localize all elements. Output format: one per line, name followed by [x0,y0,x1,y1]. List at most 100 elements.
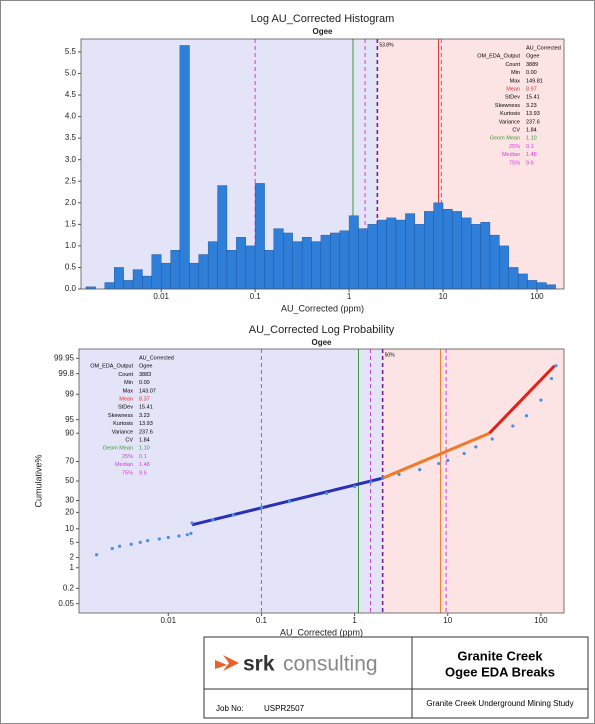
histogram-bar [292,241,303,290]
stats-value: 1.48 [139,462,150,468]
y-tick-label: 3.5 [65,133,77,142]
fit-line [191,476,383,527]
stats-value: 9.6 [139,470,147,476]
stats-value: 13.93 [139,421,153,427]
stats-label: Kurtosis [500,111,520,117]
histogram-bar [283,232,293,290]
sample-point [231,513,236,517]
stats-value: 1.10 [526,136,537,142]
stats-header: AU_Corrected [139,355,174,361]
histogram-bar [471,224,481,290]
logo-text: consulting [283,653,378,676]
histogram-bar [151,254,162,290]
x-tick-label: 1 [347,292,352,301]
histogram-bar [330,232,340,290]
stats-label: Count [505,62,520,68]
sample-point [177,534,181,538]
stats-value: 15.41 [139,405,153,411]
y-tick-label: 99.8 [58,369,74,378]
sample-point [110,546,114,551]
sample-point [287,500,292,504]
histogram-bar [414,224,425,290]
fit-line [488,364,556,435]
x-tick-label: 100 [534,616,548,625]
x-tick-label: 0.01 [153,292,169,301]
histogram-bar [424,211,434,290]
stats-label: Median [502,152,520,158]
histogram-bar [207,241,218,290]
x-axis-label: AU_Corrected (ppm) [281,303,364,313]
histogram-bar [254,183,265,290]
stats-label: Median [115,462,133,468]
stats-value: 1.10 [139,446,150,452]
histogram-bar [179,45,190,290]
x-axis-label: AU_Corrected (ppm) [280,627,363,637]
stats-value: 0.00 [139,380,150,386]
sample-point [166,535,170,540]
stats-label: StDev [118,405,133,411]
histogram-bar [114,267,124,290]
histogram-bar [452,211,462,290]
stats-value: 3883 [139,372,151,378]
stats-value: 0.00 [526,70,537,76]
histogram-bar [405,213,416,290]
y-tick-label: 95 [65,415,74,424]
sample-point [189,531,193,535]
y-tick-label: 0.05 [58,599,74,608]
stats-label: Skewness [495,103,520,109]
sample-point [474,445,478,449]
histogram-bar [236,237,246,290]
histogram-bar [508,267,519,290]
sample-point [211,518,215,522]
stats-label: Kurtosis [113,421,133,427]
histogram-bar [461,217,472,290]
sample-point [437,461,441,466]
chart-subtitle: Ogee [311,338,332,347]
stats-value: 9.6 [526,160,534,166]
logo-chevron [223,655,239,671]
y-tick-label: 99 [65,389,74,398]
fit-line [382,431,490,480]
histogram-bar [311,241,322,290]
drawing-title: Ogee EDA Breaks [445,664,555,679]
logo-chevron [215,660,227,669]
stats-value: 143.07 [139,388,156,394]
stats-label: Geom Mean [490,136,520,142]
histogram-bar [217,185,228,290]
histogram-bar [320,234,331,290]
stats-label: Count [118,372,133,378]
stats-label: OM_EDA_Output [90,364,133,370]
sample-point [369,480,373,484]
y-tick-label: 2.5 [65,176,77,185]
histogram-bar [132,269,143,290]
job-number: USPR2507 [264,704,305,713]
histogram-bar [226,250,237,290]
reference-label: 50% [385,352,396,358]
x-tick-label: 10 [439,292,448,301]
stats-label: 75% [122,470,133,476]
chart-title: AU_Corrected Log Probability [249,324,395,336]
stats-value: Ogee [526,54,539,60]
job-label: Job No: [216,704,244,713]
x-tick-label: 100 [530,292,544,301]
sample-point [462,451,466,456]
plot-frame [80,38,565,290]
sample-point [95,553,99,557]
sample-point [138,540,142,544]
stats-label: CV [512,127,520,133]
x-tick-label: 1 [352,616,357,625]
histogram-chart: Log AU_Corrected Histogram Ogee AU_Correct… [65,13,565,313]
y-tick-label: 2.0 [65,198,77,207]
chart-subtitle: Ogee [312,27,333,36]
histogram-bar [536,282,547,290]
title-block: srk consulting Granite Creek Ogee EDA Br… [203,636,589,719]
stats-value: 149.81 [526,78,543,84]
histogram-bar [170,250,181,290]
histogram-bar [480,221,491,290]
histogram-bar [386,217,397,290]
y-tick-label: 20 [65,507,74,516]
y-tick-label: 10 [65,524,74,533]
histogram-bar [301,237,312,290]
